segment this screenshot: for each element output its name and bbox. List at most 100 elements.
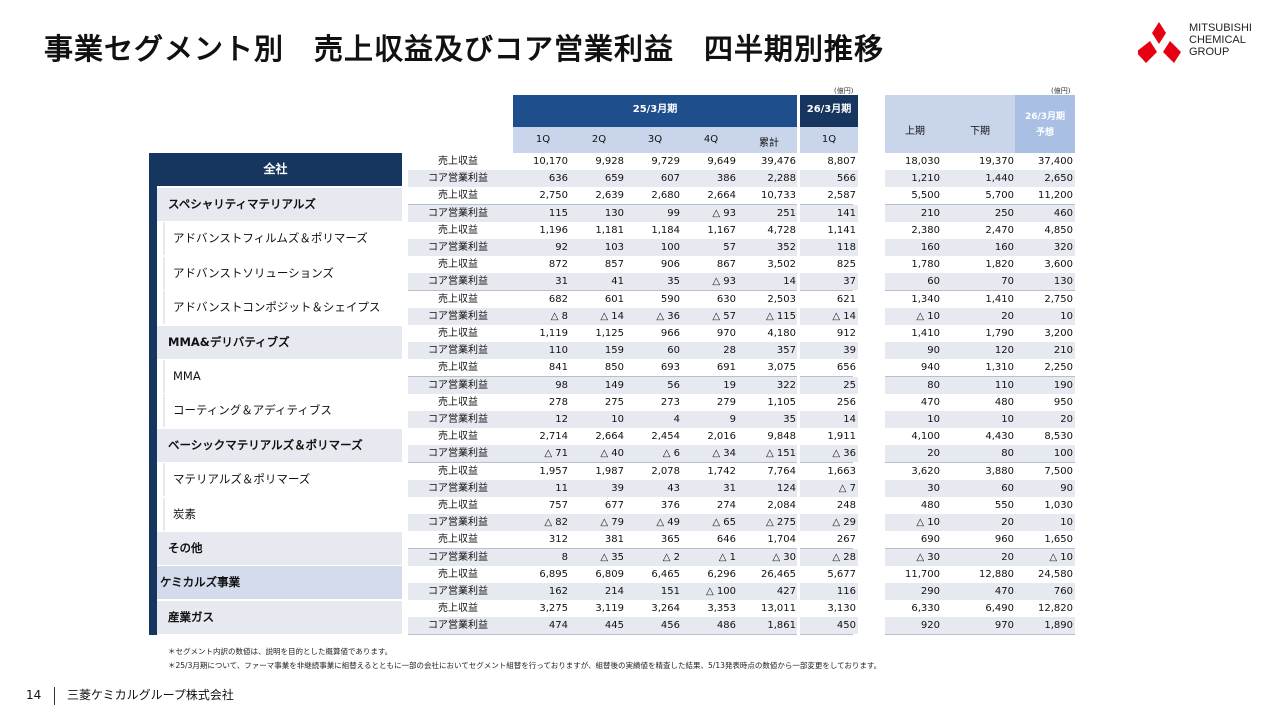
- table-cell: 1,184: [651, 224, 680, 236]
- table-cell: 124: [776, 482, 796, 494]
- table-cell: 1,167: [707, 224, 736, 236]
- table-cell: 2,664: [707, 190, 736, 202]
- table-cell: 10: [1060, 517, 1073, 529]
- table-cell: 691: [716, 362, 736, 374]
- segment-label: アドバンストフィルムズ＆ポリマーズ: [163, 222, 402, 256]
- table-cell: △ 40: [600, 448, 624, 460]
- table-cell: 825: [836, 259, 856, 271]
- table-cell: 357: [776, 345, 796, 357]
- table-cell: 2,714: [539, 431, 568, 443]
- table-cell: 966: [660, 328, 680, 339]
- row-label: コア営業利益: [428, 207, 488, 219]
- table-cell: △ 1: [718, 551, 736, 563]
- table-cell: 630: [716, 293, 736, 305]
- table-cell: 90: [1060, 482, 1073, 494]
- row-label: コア営業利益: [428, 276, 488, 288]
- table-cell: 60: [1001, 482, 1014, 494]
- segment-label: ベーシックマテリアルズ＆ポリマーズ: [157, 428, 402, 462]
- table-cell: 912: [836, 328, 856, 339]
- table-cell: 160: [920, 242, 940, 253]
- table-cell: 1,911: [827, 431, 856, 443]
- segment-company: 全社: [149, 153, 402, 186]
- row-divider: [885, 634, 1075, 636]
- table-cell: 621: [836, 293, 856, 305]
- table-cell: 2,680: [651, 190, 680, 202]
- table-row: コア営業利益 162 214 151 △ 100 427 116 290 470 760: [408, 583, 1075, 600]
- table-cell: 248: [836, 500, 856, 511]
- row-divider: [408, 634, 853, 636]
- table-cell: 1,410: [911, 328, 940, 339]
- table-cell: 2,084: [767, 500, 796, 511]
- table-cell: 80: [927, 379, 940, 391]
- table-cell: 3,353: [707, 603, 736, 615]
- table-cell: 6,465: [651, 568, 680, 580]
- table-cell: 3,880: [985, 465, 1014, 477]
- row-label: コア営業利益: [428, 551, 488, 563]
- table-cell: 1,410: [985, 293, 1014, 305]
- segment-label: マテリアルズ＆ポリマーズ: [163, 463, 402, 497]
- table-cell: 11: [555, 482, 568, 494]
- table-row: コア営業利益 31 41 35 △ 93 14 37 60 70 130: [408, 273, 1075, 291]
- table-cell: △ 6: [662, 448, 680, 460]
- segment-label: スペシャリティマテリアルズ: [157, 187, 402, 221]
- row-label: 売上収益: [438, 500, 478, 511]
- table-cell: △ 10: [1049, 551, 1073, 563]
- logo-text: MITSUBISHI CHEMICAL GROUP: [1189, 22, 1252, 58]
- table-cell: 149: [604, 379, 624, 391]
- table-cell: △ 10: [916, 310, 940, 322]
- table-cell: 190: [1053, 379, 1073, 391]
- table-cell: 274: [716, 500, 736, 511]
- row-label: 売上収益: [438, 156, 478, 167]
- row-label: 売上収益: [438, 534, 478, 546]
- table-cell: △ 71: [544, 448, 568, 460]
- table-row: 売上収益 2,714 2,664 2,454 2,016 9,848 1,911 4,100 4…: [408, 428, 1075, 446]
- table-cell: 19: [723, 379, 736, 391]
- table-cell: 10: [1060, 310, 1073, 322]
- table-cell: 2,650: [1044, 173, 1073, 185]
- col-header: 上期: [905, 126, 925, 137]
- table-cell: 18,030: [905, 156, 940, 167]
- forecast-title: 26/3月期: [1024, 112, 1066, 122]
- table-cell: 7,500: [1044, 465, 1073, 477]
- table-cell: 1,181: [595, 224, 624, 236]
- table-cell: 31: [555, 276, 568, 288]
- table-cell: 4,728: [767, 224, 796, 236]
- table-cell: 480: [920, 500, 940, 511]
- fy25-subheader-bg: [513, 127, 797, 153]
- table-cell: 278: [548, 396, 568, 408]
- table-cell: 279: [716, 396, 736, 408]
- table-cell: 1,105: [767, 396, 796, 408]
- table-cell: 80: [1001, 448, 1014, 460]
- table-cell: 35: [667, 276, 680, 288]
- row-label: コア営業利益: [428, 173, 488, 185]
- table-cell: 120: [994, 345, 1014, 357]
- table-cell: 550: [994, 500, 1014, 511]
- table-cell: 10,170: [533, 156, 568, 167]
- table-cell: 103: [604, 242, 624, 253]
- table-cell: 1,957: [539, 465, 568, 477]
- table-cell: 5,700: [985, 190, 1014, 202]
- footnote: ＊25/3月期について、ファーマ事業を非継続事業に組替えるとともに一部の会社にお…: [168, 661, 882, 670]
- table-cell: 56: [667, 379, 680, 391]
- col-header: 累計: [759, 138, 779, 149]
- table-cell: 19,370: [979, 156, 1014, 167]
- table-cell: 2,016: [707, 431, 736, 443]
- table-row: コア営業利益 11 39 43 31 124 △ 7 30 60 90: [408, 479, 1075, 497]
- segment-label: 炭素: [163, 497, 402, 531]
- table-row: コア営業利益 12 10 4 9 35 14 10 10 20: [408, 411, 1075, 428]
- footnotes: ＊セグメント内訳の数値は、説明を目的とした概算値であります。 ＊25/3月期につ…: [168, 645, 881, 673]
- col-header: 2Q: [591, 134, 607, 145]
- table-row: 売上収益 872 857 906 867 3,502 825 1,780 1,820 3,600: [408, 256, 1075, 274]
- table-row: 売上収益 10,170 9,928 9,729 9,649 39,476 8,807 18,0…: [408, 153, 1075, 170]
- table-cell: 1,742: [707, 465, 736, 477]
- table-cell: 659: [604, 173, 624, 185]
- table-row: コア営業利益 △ 8 △ 14 △ 36 △ 57 △ 115 △ 14 △ 10 20 10: [408, 307, 1075, 325]
- table-cell: 470: [994, 586, 1014, 597]
- segment-bar: [149, 186, 157, 635]
- table-cell: 159: [604, 345, 624, 357]
- table-cell: 2,750: [1044, 293, 1073, 305]
- row-label: 売上収益: [438, 603, 478, 615]
- table-cell: 607: [660, 173, 680, 185]
- row-label: 売上収益: [438, 190, 478, 202]
- table-cell: 646: [716, 534, 736, 546]
